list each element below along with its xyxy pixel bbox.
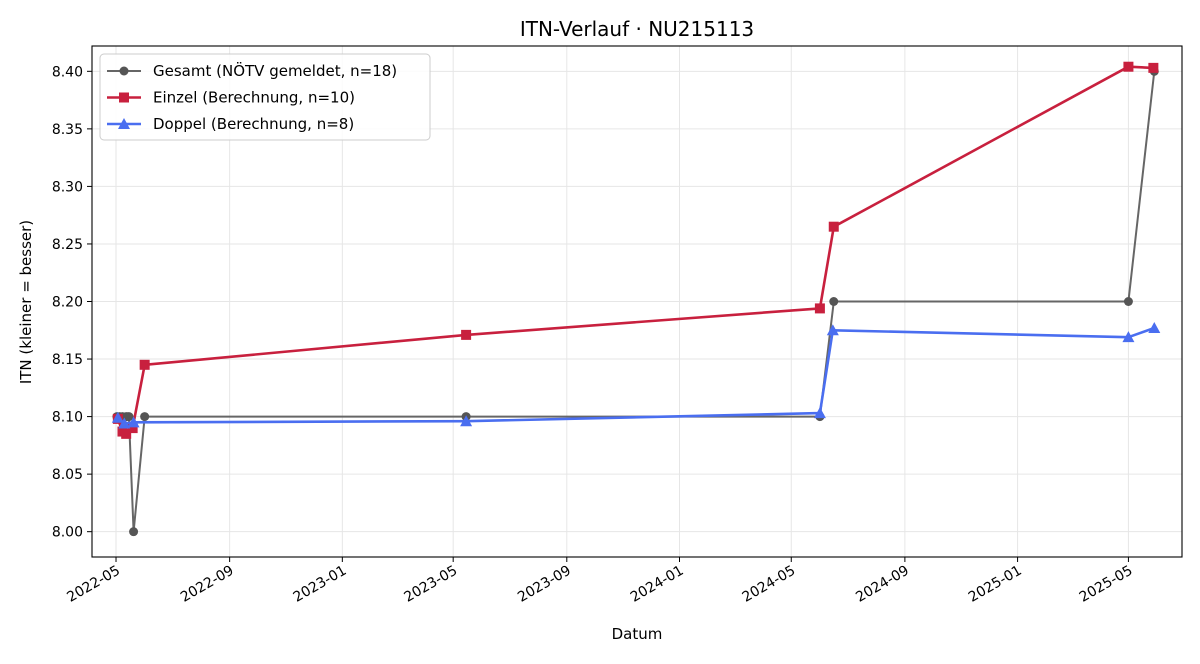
- x-tick-label: 2022-09: [178, 563, 237, 606]
- legend: Gesamt (NÖTV gemeldet, n=18) Einzel (Bere…: [99, 53, 431, 141]
- y-tick-label: 8.20: [52, 295, 83, 311]
- data-point: [1123, 297, 1133, 306]
- data-point: [813, 407, 826, 419]
- y-tick-label: 8.00: [52, 525, 83, 541]
- data-point: [1122, 331, 1135, 343]
- data-point: [124, 412, 134, 422]
- y-tick-label: 8.30: [52, 179, 83, 195]
- data-point: [129, 527, 139, 537]
- data-point: [1148, 62, 1159, 73]
- legend-box: [99, 53, 431, 141]
- data-point: [826, 324, 839, 336]
- data-point: [127, 416, 140, 428]
- series-triangle: [111, 321, 1161, 429]
- y-tick-label: 8.35: [52, 122, 83, 138]
- chart-title: ITN-Verlauf · NU215113: [520, 17, 754, 41]
- data-point: [127, 423, 138, 434]
- x-tick-label: 2022-05: [64, 563, 123, 606]
- legend-swatch-marker: [118, 118, 130, 129]
- y-tick-label: 8.05: [52, 467, 83, 483]
- y-axis: 8.00 8.05 8.10 8.15 8.20 8.25 8.30 8.35 8.40: [52, 64, 92, 541]
- data-point: [121, 428, 132, 439]
- data-point: [140, 412, 150, 422]
- data-point: [1123, 61, 1134, 72]
- x-axis-label: Datum: [612, 625, 663, 643]
- y-axis-label: ITN (kleiner = besser): [17, 220, 35, 384]
- y-tick-label: 8.40: [52, 64, 83, 80]
- x-tick-label: 2023-01: [291, 563, 350, 606]
- legend-entry: Einzel (Berechnung, n=10): [153, 89, 355, 107]
- legend-swatch-marker: [119, 92, 129, 103]
- legend-entry: Gesamt (NÖTV gemeldet, n=18): [153, 61, 397, 80]
- x-axis: 2022-05 2022-09 2023-01 2023-05 2023-09 2024-…: [64, 557, 1135, 606]
- data-point: [829, 297, 839, 306]
- x-tick-label: 2024-05: [740, 563, 799, 606]
- x-tick-label: 2024-09: [853, 563, 912, 606]
- data-point: [814, 303, 825, 314]
- series-line: [117, 326, 1155, 425]
- data-point: [460, 415, 473, 427]
- y-tick-label: 8.15: [52, 352, 83, 368]
- series-layer: [111, 61, 1161, 537]
- data-point: [111, 411, 124, 423]
- data-point: [461, 329, 472, 340]
- x-tick-label: 2024-01: [628, 563, 687, 606]
- data-point: [118, 417, 131, 429]
- legend-swatch-marker: [119, 66, 129, 76]
- legend-entry: Doppel (Berechnung, n=8): [153, 115, 354, 133]
- data-point: [139, 359, 150, 370]
- x-tick-label: 2025-01: [966, 563, 1025, 606]
- data-point: [1148, 321, 1161, 333]
- x-tick-label: 2023-09: [515, 563, 574, 606]
- data-point: [828, 221, 839, 232]
- y-tick-label: 8.10: [52, 410, 83, 426]
- y-tick-label: 8.25: [52, 237, 83, 253]
- x-tick-label: 2025-05: [1077, 563, 1136, 606]
- x-tick-label: 2023-05: [402, 563, 461, 606]
